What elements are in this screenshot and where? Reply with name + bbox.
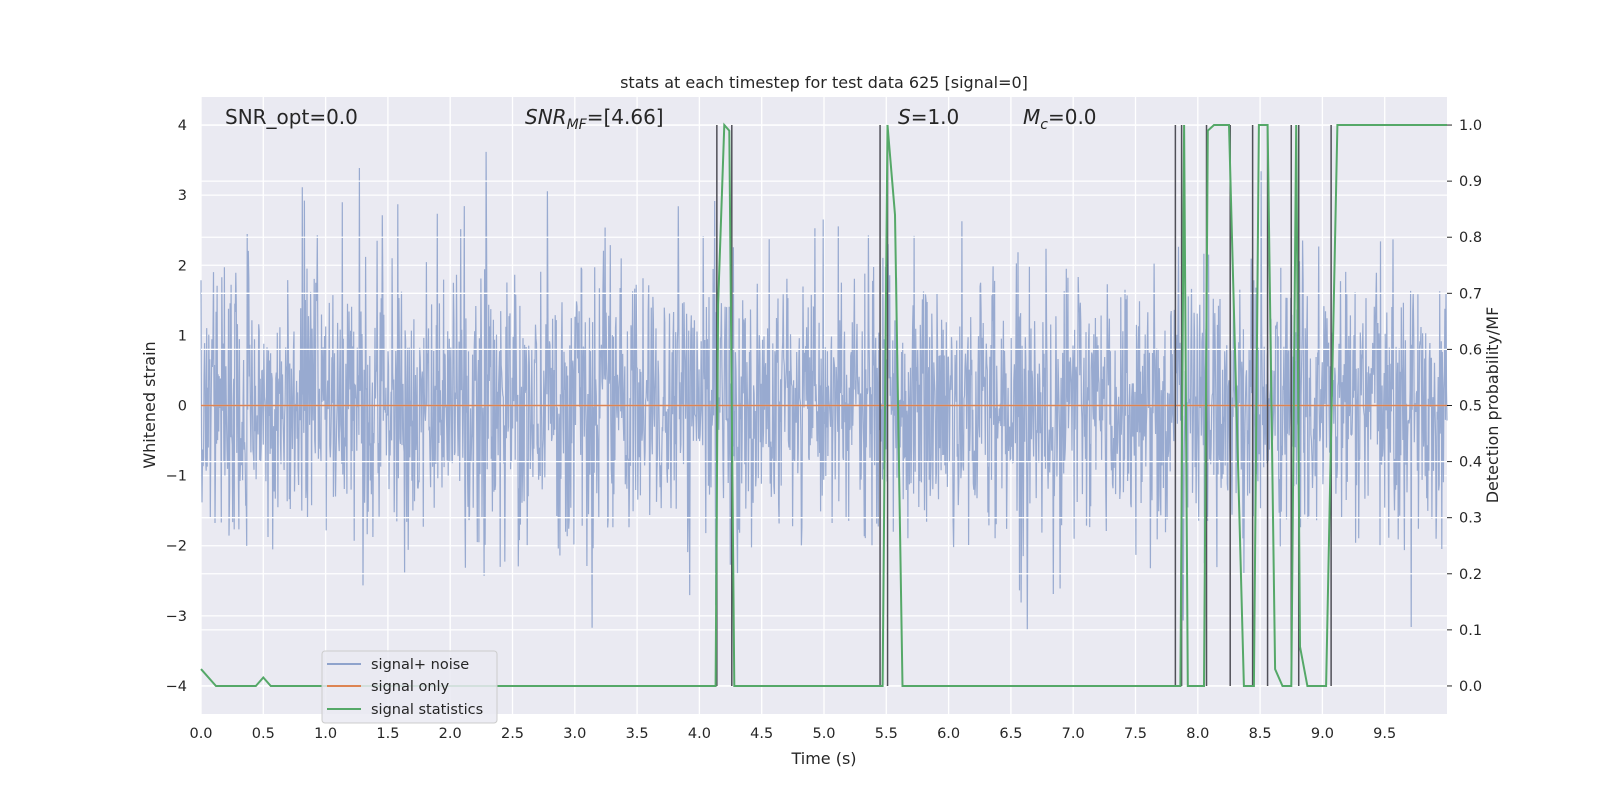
snr-mf-annotation: SNRMF=[4.66] xyxy=(525,105,664,133)
x-tick-label: 5.5 xyxy=(875,726,898,742)
y-tick-label: 1 xyxy=(178,328,187,344)
mc-annotation: Mc=0.0 xyxy=(1023,105,1097,133)
x-axis-label: Time (s) xyxy=(790,749,856,768)
snr-mf-subscript: MF xyxy=(567,117,588,133)
signal-statistics-line xyxy=(200,122,1447,687)
snr-mf-symbol: SNR xyxy=(525,105,567,129)
x-tick-label: 6.5 xyxy=(999,726,1022,742)
y-tick-label: 2 xyxy=(178,258,187,274)
mc-value: =0.0 xyxy=(1048,105,1097,129)
right-y-tick-label: 0.6 xyxy=(1459,342,1482,358)
x-tick-label: 0.0 xyxy=(189,726,212,742)
x-tick-label: 2.0 xyxy=(439,726,462,742)
x-tick-labels: 0.0 0.5 1.0 1.5 2.0 2.5 3.0 3.5 4.0 4.5 5.0 5.5 6.0 6… xyxy=(189,726,1396,742)
legend-label-noise: signal+ noise xyxy=(371,657,469,673)
x-tick-label: 8.0 xyxy=(1186,726,1209,742)
x-tick-label: 3.0 xyxy=(563,726,586,742)
mc-subscript: c xyxy=(1040,117,1048,133)
right-y-tick-label: 0.2 xyxy=(1459,567,1482,583)
s-value: =1.0 xyxy=(911,105,960,129)
legend-label-stats: signal statistics xyxy=(371,702,483,718)
x-tick-label: 9.0 xyxy=(1311,726,1334,742)
right-y-tick-label: 0.9 xyxy=(1459,174,1482,190)
legend-label-signal: signal only xyxy=(371,679,450,695)
legend-box xyxy=(321,650,498,724)
x-tick-label: 4.5 xyxy=(750,726,773,742)
right-y-tick-label: 0.7 xyxy=(1459,286,1482,302)
right-y-tick-label: 0.5 xyxy=(1459,399,1482,415)
x-tick-label: 8.5 xyxy=(1249,726,1272,742)
s-annotation: S=1.0 xyxy=(898,105,959,129)
y-tick-label: −2 xyxy=(166,539,187,555)
y-tick-label: 4 xyxy=(178,118,187,134)
y-tick-label: −3 xyxy=(166,609,187,625)
x-tick-label: 4.0 xyxy=(688,726,711,742)
right-y-tick-label: 0.4 xyxy=(1459,455,1482,471)
legend: signal+ noise signal only signal statist… xyxy=(321,650,498,724)
right-y-tick-label: 0.0 xyxy=(1459,679,1482,695)
right-y-tick-label: 0.8 xyxy=(1459,230,1482,246)
right-y-tick-labels: 1.0 0.9 0.8 0.7 0.6 0.5 0.4 0.3 0.2 0.1 0.0 xyxy=(1447,118,1482,695)
x-tick-label: 9.5 xyxy=(1373,726,1396,742)
y-tick-label: 0 xyxy=(178,399,187,415)
x-tick-label: 1.5 xyxy=(376,726,399,742)
noise-line xyxy=(200,151,1448,631)
y-tick-label: −1 xyxy=(166,469,187,485)
signal-statistics-series xyxy=(200,122,1447,687)
snr-opt-annotation: SNR_opt=0.0 xyxy=(225,105,358,129)
x-tick-label: 6.0 xyxy=(937,726,960,742)
chart-title: stats at each timestep for test data 625… xyxy=(620,73,1028,92)
right-y-tick-label: 1.0 xyxy=(1459,118,1482,134)
y-tick-label: −4 xyxy=(166,679,187,695)
x-tick-label: 7.0 xyxy=(1062,726,1085,742)
snr-mf-value: =[4.66] xyxy=(587,105,664,129)
y-tick-label: 3 xyxy=(178,188,187,204)
x-tick-label: 2.5 xyxy=(501,726,524,742)
right-y-tick-label: 0.3 xyxy=(1459,511,1482,527)
signal-noise-series xyxy=(200,151,1448,631)
x-tick-label: 5.0 xyxy=(812,726,835,742)
x-tick-label: 3.5 xyxy=(626,726,649,742)
right-y-tick-label: 0.1 xyxy=(1459,623,1482,639)
x-tick-label: 7.5 xyxy=(1124,726,1147,742)
x-tick-label: 0.5 xyxy=(252,726,275,742)
y-axis-label: Whitened strain xyxy=(140,341,159,468)
x-tick-label: 1.0 xyxy=(314,726,337,742)
s-symbol: S xyxy=(898,105,911,129)
mc-symbol: M xyxy=(1023,105,1040,129)
y-tick-labels: 4 3 2 1 0 −1 −2 −3 −4 xyxy=(166,118,187,695)
right-y-axis-label: Detection probability/MF xyxy=(1483,307,1502,504)
